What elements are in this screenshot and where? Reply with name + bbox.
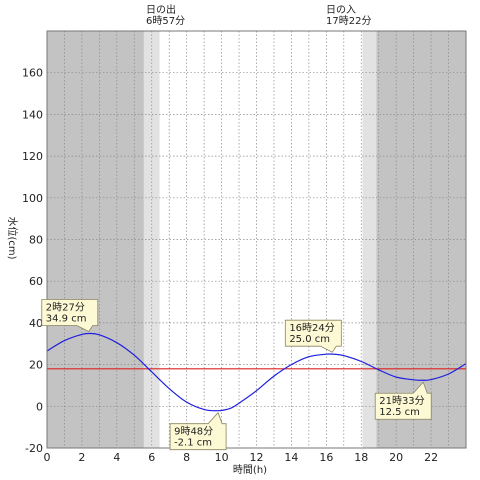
x-tick-label: 18 xyxy=(354,451,368,464)
y-axis-title: 水位(cm) xyxy=(6,216,19,259)
sun-times: 日の出 6時57分 日の入 17時22分 xyxy=(146,3,371,27)
y-tick-label: 80 xyxy=(29,234,43,247)
y-tick-label: 120 xyxy=(22,150,43,163)
x-tick-label: 2 xyxy=(78,451,85,464)
twilight-band-morning xyxy=(143,31,160,448)
grid xyxy=(47,31,466,448)
sunset-label: 日の入 xyxy=(326,5,356,16)
callout-time: 2時27分 xyxy=(46,302,85,314)
x-tick-label: 12 xyxy=(250,451,264,464)
x-tick-label: 6 xyxy=(148,451,155,464)
plot-frame xyxy=(46,30,467,449)
callout-box xyxy=(374,381,432,420)
y-tick-label: 100 xyxy=(22,192,43,205)
water-level-line xyxy=(46,332,467,412)
x-tick-label: 16 xyxy=(319,451,333,464)
x-axis-title: 時間(h) xyxy=(233,464,267,476)
callout-time: 21時33分 xyxy=(379,395,424,407)
callout-value: 12.5 cm xyxy=(379,407,420,418)
callout-box xyxy=(284,319,342,353)
sunset-time: 17時22分 xyxy=(326,15,371,27)
callout-time: 9時48分 xyxy=(174,426,213,438)
callout-box xyxy=(169,411,227,451)
y-tick-label: 140 xyxy=(22,108,43,121)
y-tick-label: 160 xyxy=(22,67,43,80)
sunrise-time: 6時57分 xyxy=(146,15,185,27)
plot-border xyxy=(46,30,467,449)
callout-value: 25.0 cm xyxy=(289,334,330,345)
x-tick-label: 4 xyxy=(113,451,120,464)
water-level-layer xyxy=(46,332,467,412)
y-tick-label: 20 xyxy=(29,359,43,372)
y-tick-label: -20 xyxy=(25,442,43,455)
extremum-callout: 9時48分-2.1 cm xyxy=(169,411,227,451)
y-tick-label: 40 xyxy=(29,317,43,330)
callout-box xyxy=(41,299,99,333)
x-tick-label: 22 xyxy=(424,451,438,464)
y-tick-label: 60 xyxy=(29,275,43,288)
x-tick-label: 10 xyxy=(215,451,229,464)
x-tick-label: 8 xyxy=(183,451,190,464)
sunrise-label: 日の出 xyxy=(146,3,176,16)
callout-time: 16時24分 xyxy=(289,322,334,334)
tick-labels: 0 2 4 6 8 10 12 14 16 18 20 22-20020406080100120140… xyxy=(22,67,438,464)
callout-value: -2.1 cm xyxy=(174,438,212,449)
x-tick-label: 14 xyxy=(284,451,298,464)
x-tick-label: 20 xyxy=(389,451,403,464)
y-tick-label: 0 xyxy=(36,400,43,413)
x-tick-label: 0 xyxy=(44,451,51,464)
callout-value: 34.9 cm xyxy=(46,314,87,325)
